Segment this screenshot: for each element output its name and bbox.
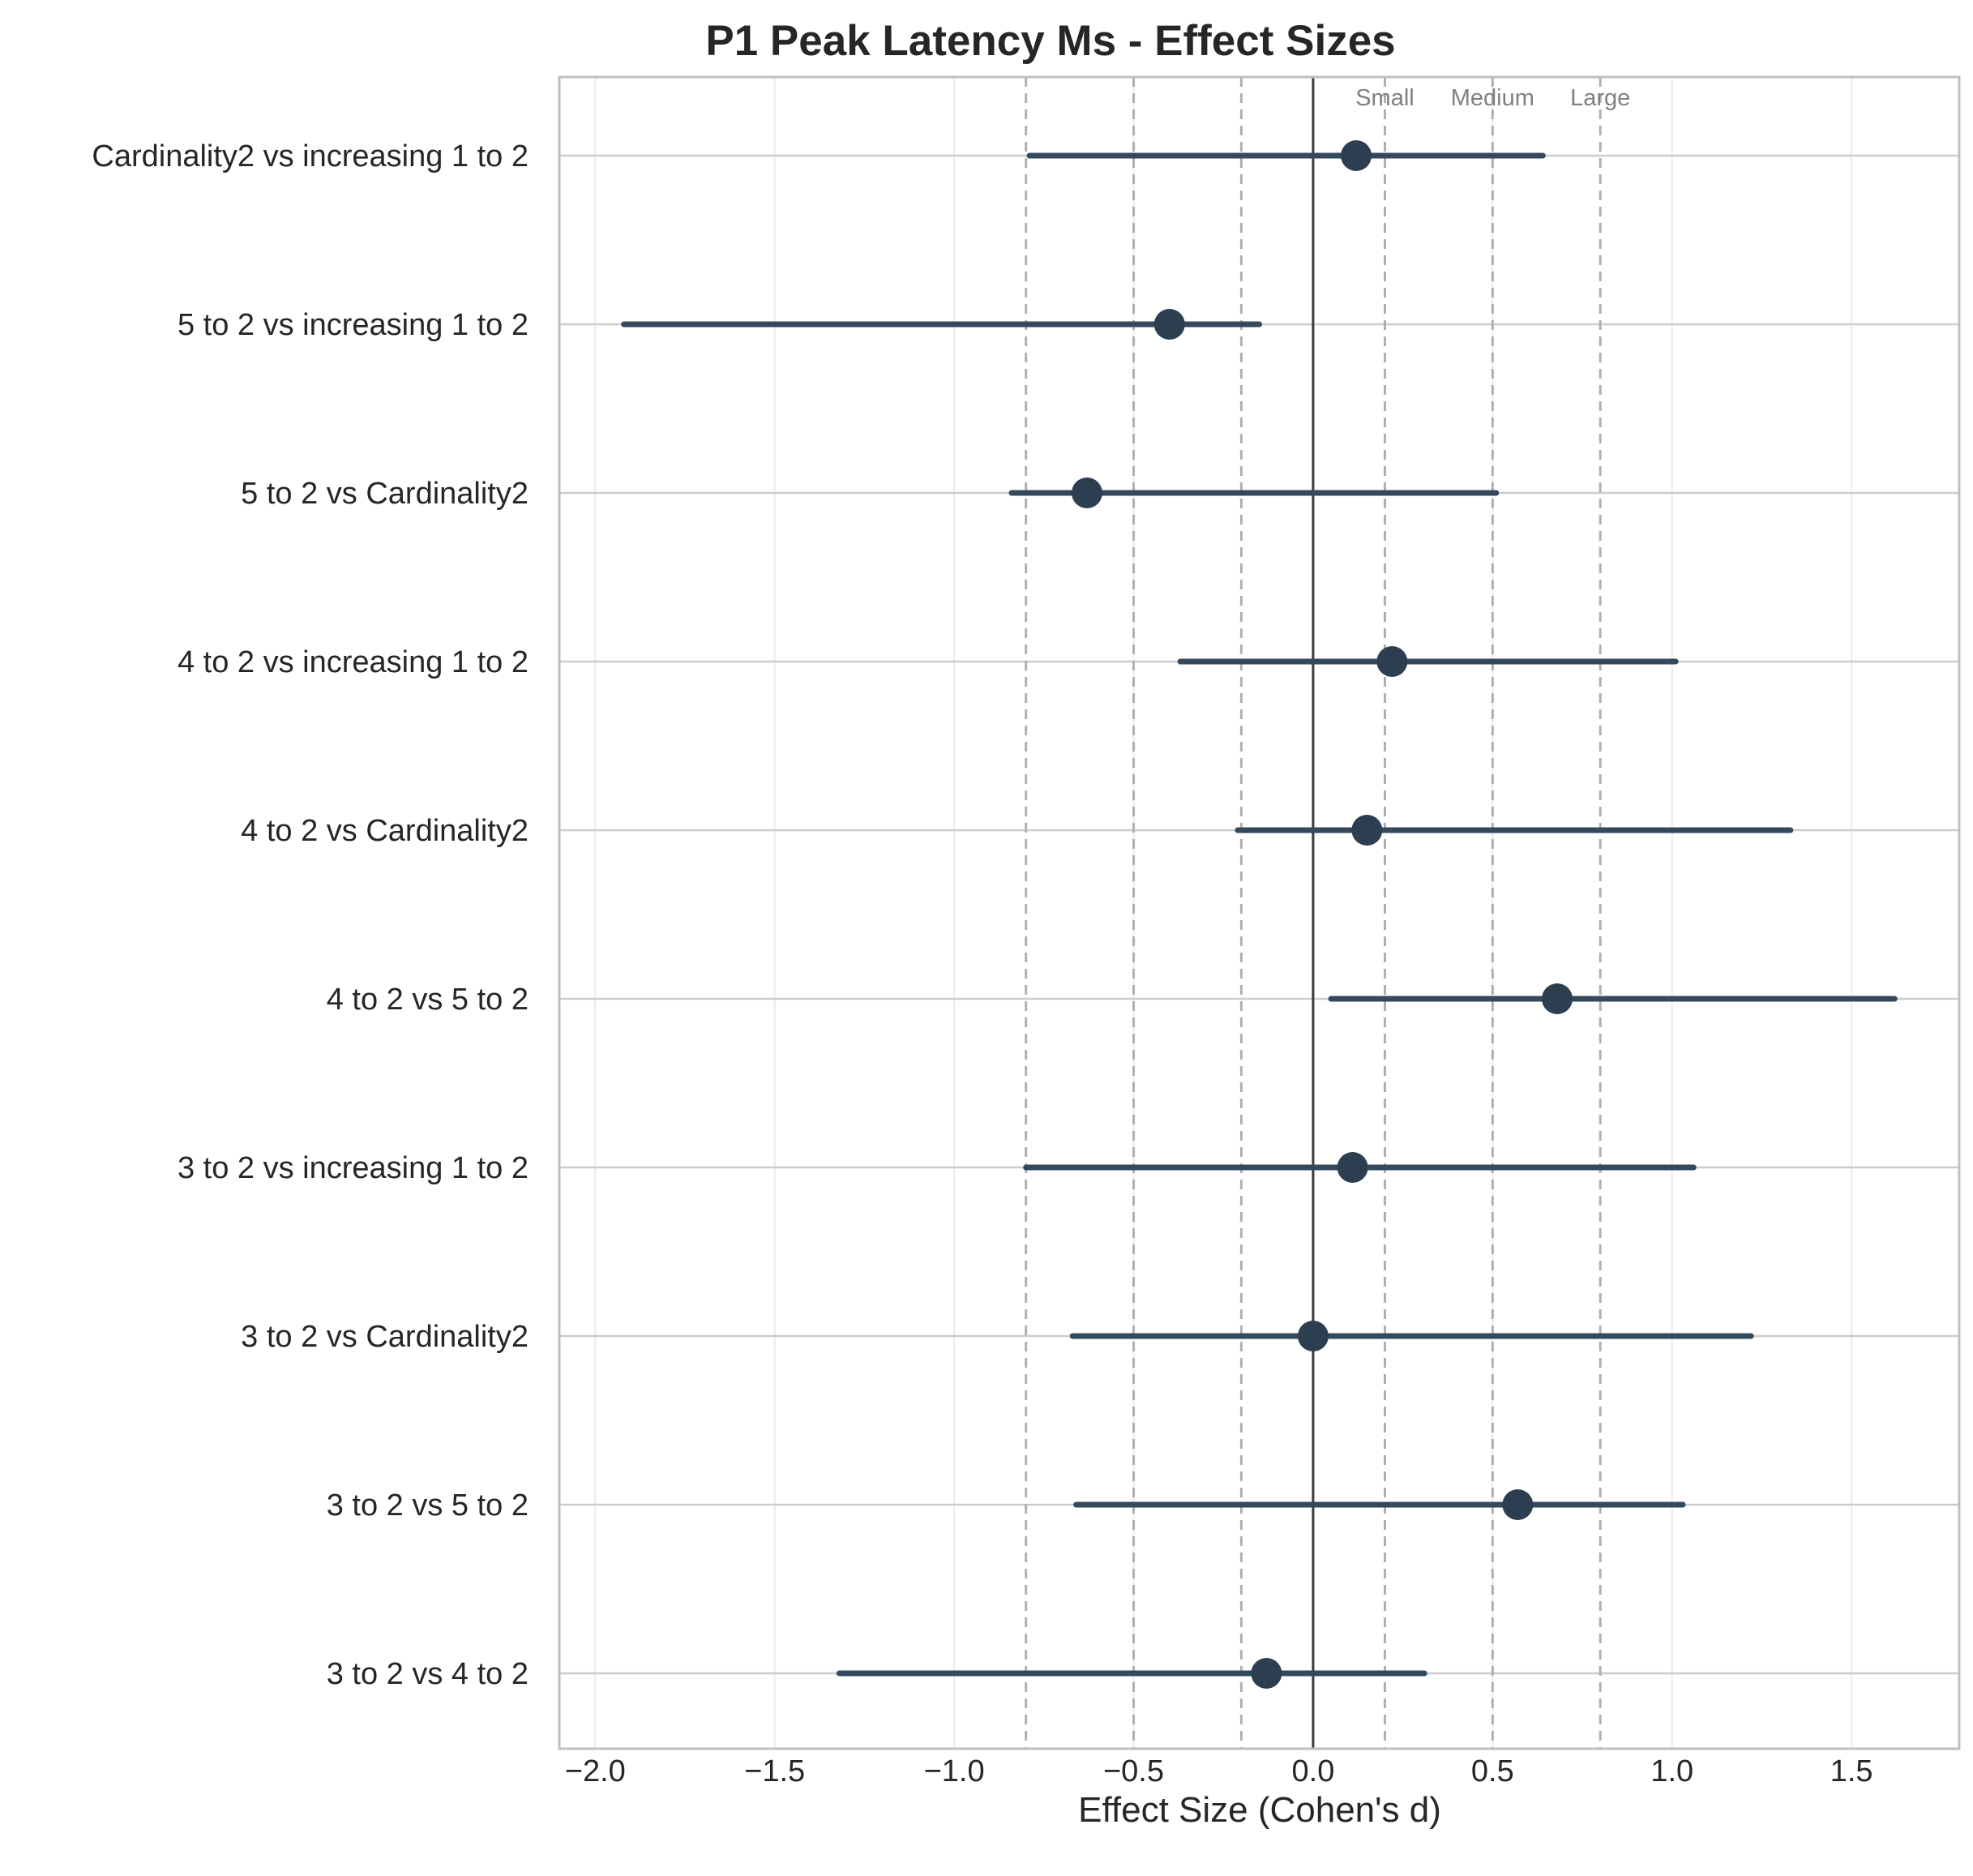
- threshold-annotation: Small: [1355, 85, 1414, 111]
- y-tick-label: 4 to 2 vs 5 to 2: [327, 983, 529, 1017]
- y-tick-label: 3 to 2 vs 5 to 2: [327, 1488, 529, 1523]
- y-tick-label: Cardinality2 vs increasing 1 to 2: [92, 139, 529, 173]
- y-tick-label: 5 to 2 vs increasing 1 to 2: [178, 308, 529, 342]
- effect-point: [1376, 646, 1408, 677]
- effect-point: [1297, 1321, 1329, 1351]
- x-tick-label: 1.0: [1650, 1754, 1693, 1788]
- y-tick-label: 4 to 2 vs increasing 1 to 2: [178, 645, 529, 679]
- row-layer: [621, 140, 1898, 1689]
- effect-point: [1337, 1152, 1368, 1183]
- effect-point: [1341, 140, 1372, 171]
- x-tick-label: 0.5: [1471, 1754, 1514, 1788]
- effect-point: [1542, 983, 1573, 1014]
- x-tick-label: −2.0: [565, 1754, 626, 1788]
- effect-point: [1251, 1658, 1282, 1689]
- effect-point: [1071, 478, 1102, 508]
- threshold-annotation: Large: [1570, 85, 1630, 111]
- x-tick-label: −0.5: [1103, 1754, 1164, 1788]
- effect-point: [1153, 309, 1185, 340]
- x-tick-labels: −2.0 −1.5 −1.0 −0.5 0.0 0.5 1.0 1.5: [565, 1754, 1873, 1788]
- threshold-annotation: Medium: [1451, 85, 1534, 111]
- x-tick-label: 1.5: [1830, 1754, 1873, 1788]
- threshold-layer: Small Medium Large: [1025, 77, 1630, 1749]
- x-tick-label: −1.0: [924, 1754, 985, 1788]
- y-tick-label: 3 to 2 vs 4 to 2: [327, 1657, 529, 1691]
- x-tick-label: −1.5: [744, 1754, 805, 1788]
- chart-title: P1 Peak Latency Ms - Effect Sizes: [705, 17, 1395, 65]
- y-tick-label: 4 to 2 vs Cardinality2: [241, 814, 529, 848]
- y-tick-labels: Cardinality2 vs increasing 1 to 2 5 to 2 …: [92, 139, 529, 1691]
- y-tick-label: 3 to 2 vs increasing 1 to 2: [178, 1151, 529, 1185]
- y-tick-label: 5 to 2 vs Cardinality2: [241, 477, 529, 511]
- x-tick-label: 0.0: [1292, 1754, 1335, 1788]
- effect-point: [1351, 815, 1383, 846]
- grid-layer: [559, 77, 1959, 1749]
- x-axis-label: Effect Size (Cohen's d): [1078, 1790, 1441, 1830]
- plot-frame: [558, 75, 1961, 1750]
- effect-point: [1502, 1489, 1534, 1520]
- y-tick-label: 3 to 2 vs Cardinality2: [241, 1320, 529, 1354]
